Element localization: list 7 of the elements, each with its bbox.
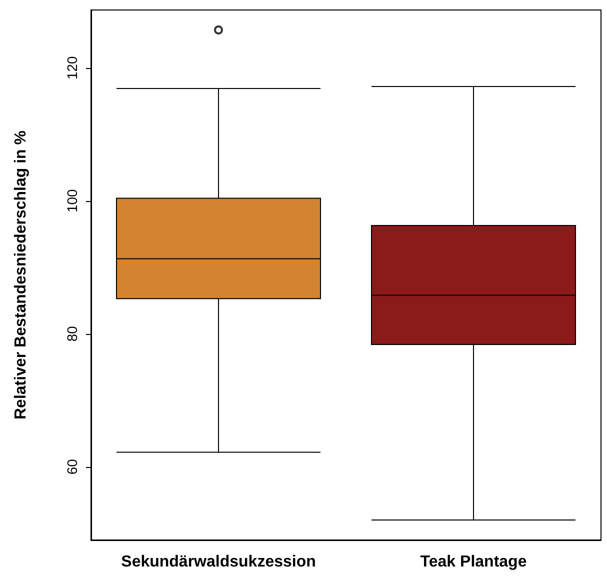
y-tick-label: 120 (64, 56, 80, 80)
y-tick-label: 60 (64, 458, 80, 475)
x-tick-label: Teak Plantage (420, 554, 527, 570)
y-tick-label: 100 (64, 188, 80, 213)
y-axis-title: Relativer Bestandesniederschlag in % (12, 130, 30, 420)
x-tick-label: Sekundärwaldsukzession (121, 554, 316, 570)
y-tick-label: 80 (64, 326, 80, 342)
